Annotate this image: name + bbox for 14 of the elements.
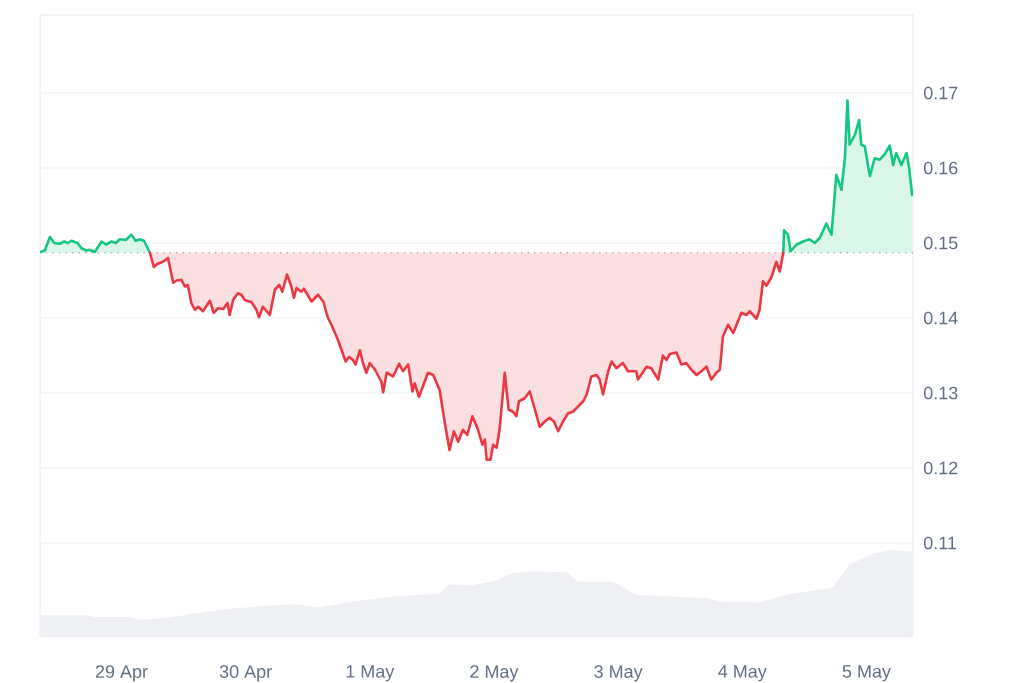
y-tick-label: 0.14 — [923, 311, 958, 325]
x-tick-label: 3 May — [594, 665, 643, 682]
y-tick-label: 0.16 — [923, 161, 958, 175]
y-tick-label: 0.12 — [923, 461, 958, 475]
x-tick-label: 4 May — [718, 665, 767, 682]
x-tick-label: 2 May — [470, 665, 519, 682]
x-tick-label: 1 May — [346, 665, 395, 682]
y-tick-label: 0.15 — [923, 236, 958, 250]
x-tick-label: 5 May — [842, 665, 891, 682]
x-tick-label: 29 Apr — [95, 665, 148, 682]
y-tick-label: 0.17 — [923, 86, 958, 100]
y-tick-label: 0.11 — [923, 536, 957, 550]
x-tick-label: 30 Apr — [219, 665, 272, 682]
y-tick-label: 0.13 — [923, 386, 958, 400]
